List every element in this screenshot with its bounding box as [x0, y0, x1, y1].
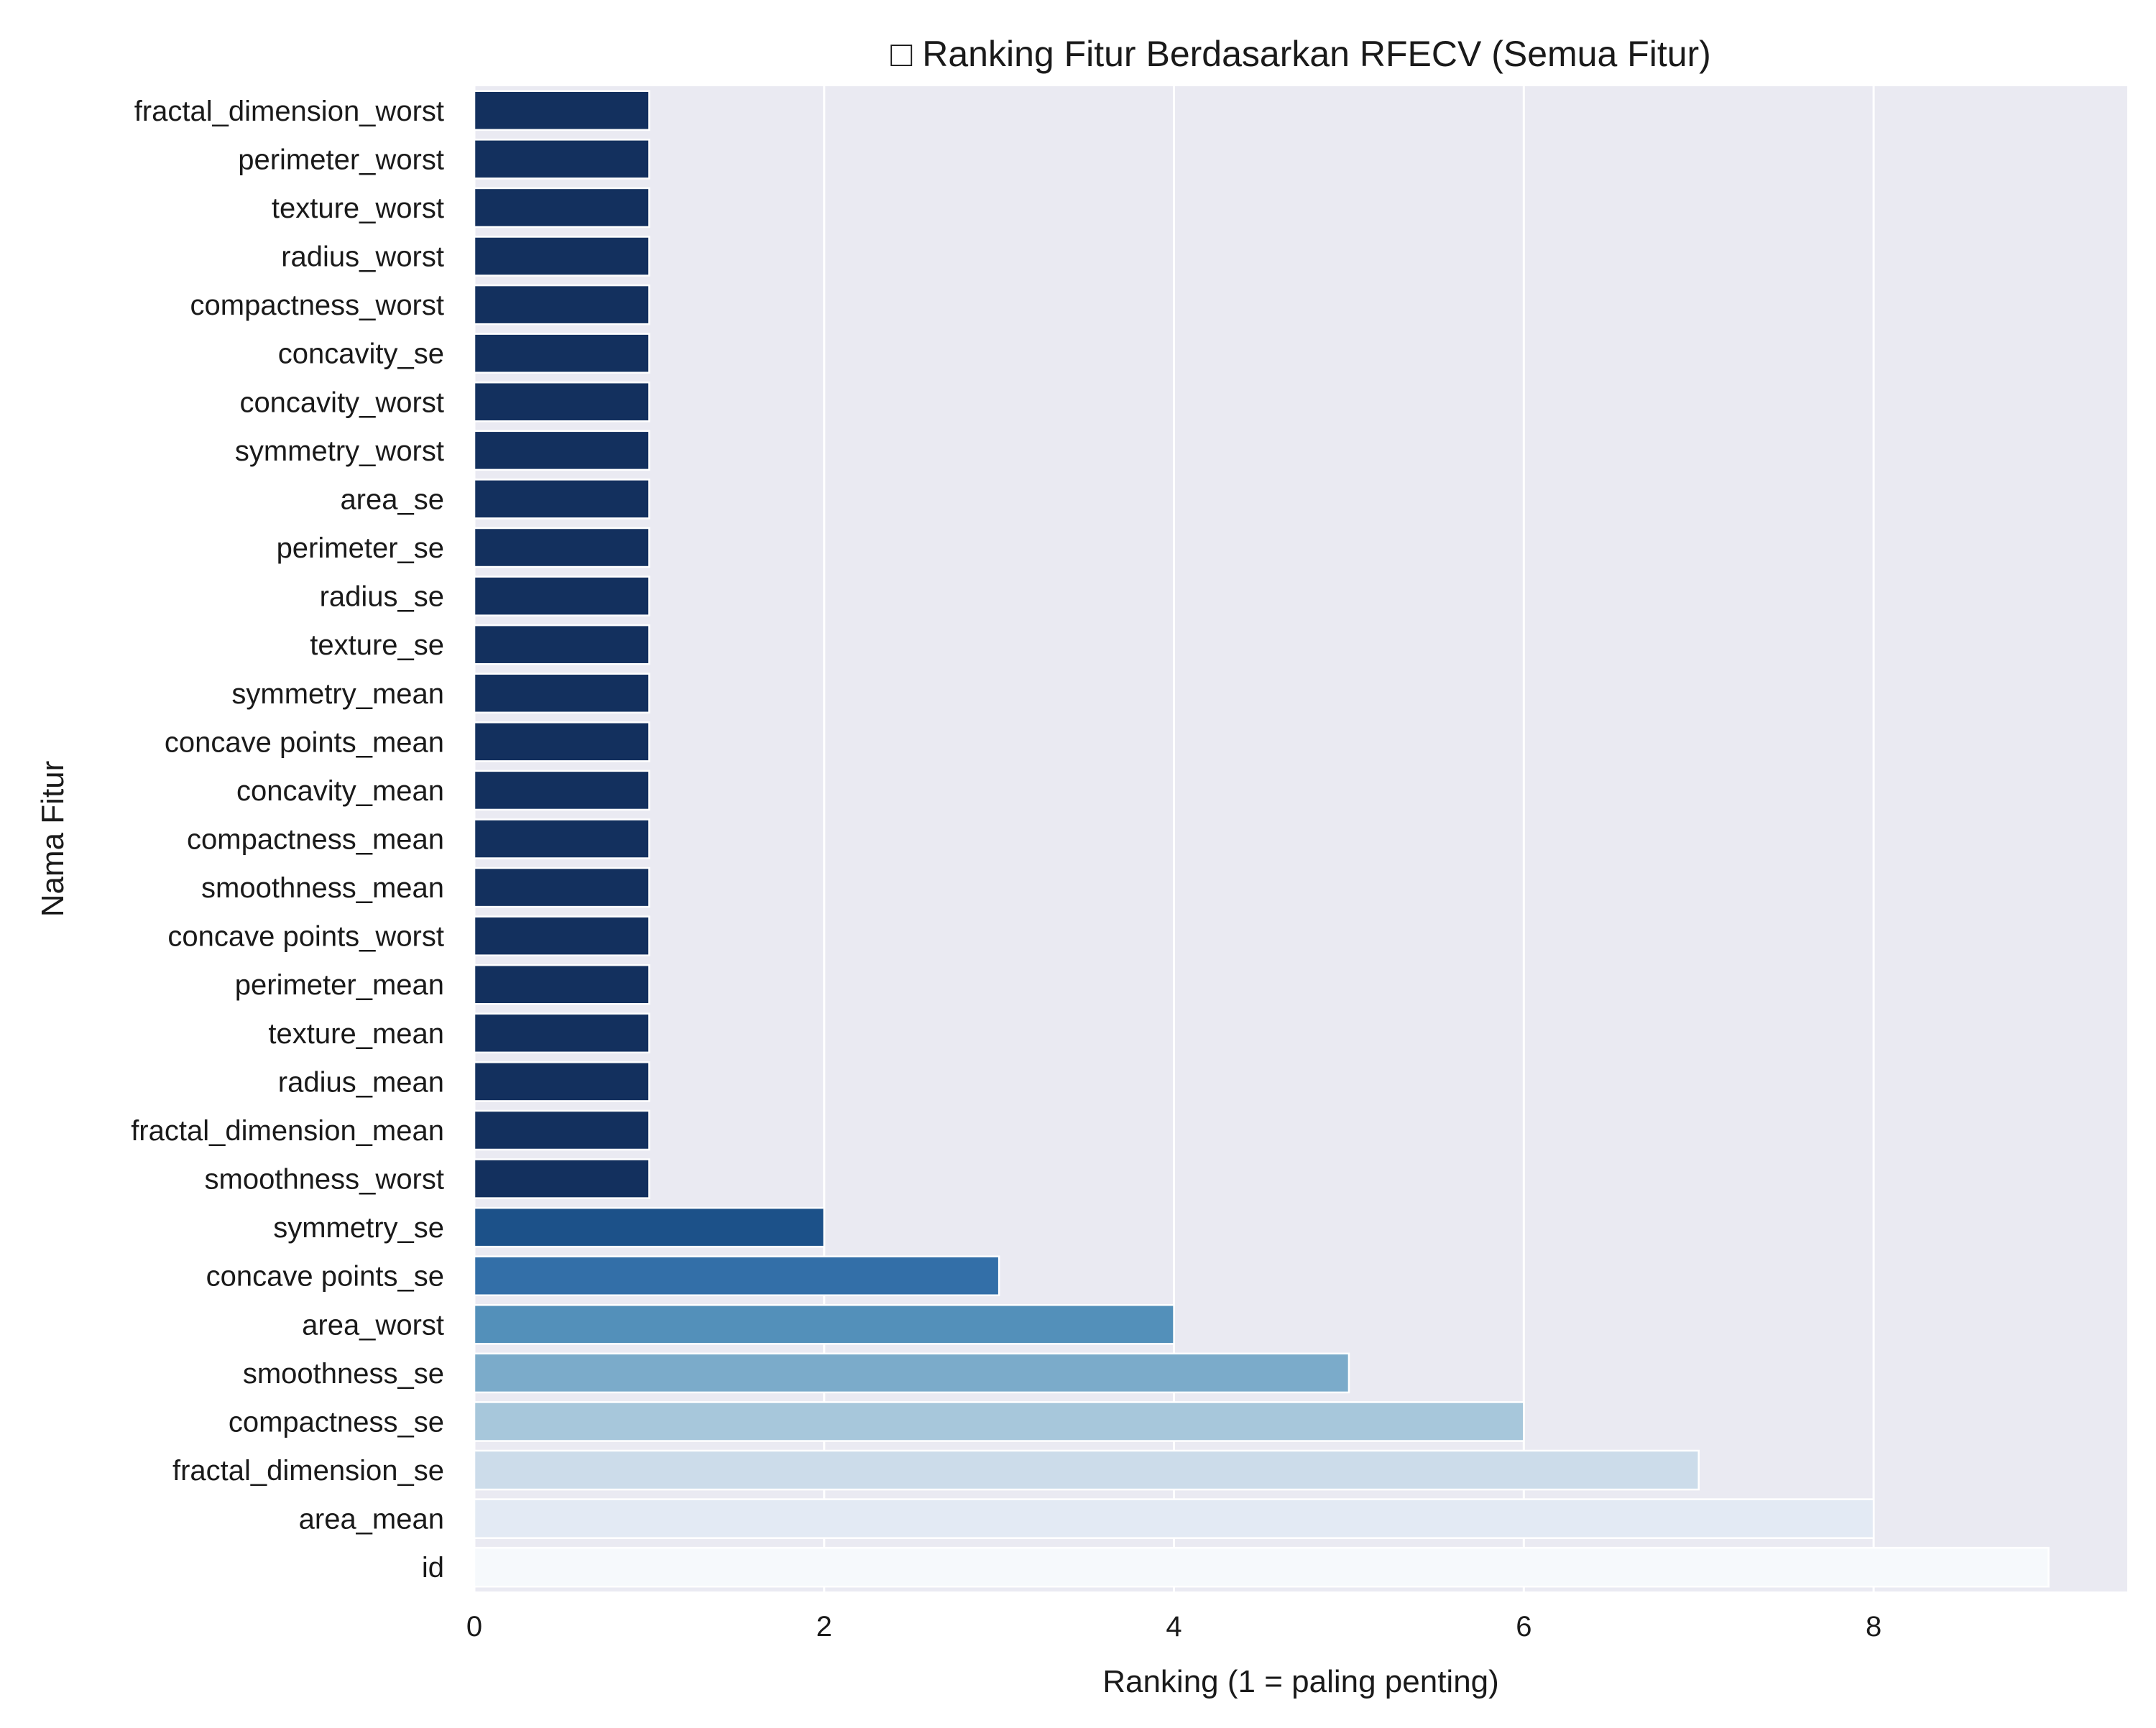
category-label: area_mean — [299, 1504, 444, 1535]
bar-compactness_worst — [473, 284, 650, 325]
bar-fractal_dimension_mean — [473, 1109, 650, 1151]
bar-concavity_worst — [473, 381, 650, 422]
category-label: perimeter_worst — [238, 144, 444, 175]
bar-area_mean — [473, 1498, 1875, 1539]
bar-perimeter_mean — [473, 964, 650, 1005]
category-label: radius_worst — [281, 241, 444, 273]
bar-smoothness_se — [473, 1352, 1350, 1394]
bar-area_worst — [473, 1304, 1175, 1345]
bar-compactness_se — [473, 1401, 1525, 1442]
bar-radius_se — [473, 576, 650, 616]
bar-symmetry_mean — [473, 673, 650, 714]
bar-radius_mean — [473, 1061, 650, 1102]
category-label: smoothness_se — [243, 1358, 444, 1390]
bar-radius_worst — [473, 236, 650, 277]
category-label: area_worst — [302, 1309, 444, 1341]
category-label: concavity_se — [278, 338, 444, 370]
bar-fractal_dimension_worst — [473, 90, 650, 131]
y-axis-label: Nama Fitur — [35, 761, 70, 918]
category-label: texture_worst — [272, 193, 444, 224]
bar-perimeter_worst — [473, 139, 650, 180]
bar-compactness_mean — [473, 818, 650, 859]
category-label: compactness_se — [229, 1406, 444, 1438]
bar-texture_mean — [473, 1012, 650, 1054]
category-label: perimeter_se — [277, 532, 444, 564]
bar-concave-points_mean — [473, 721, 650, 762]
category-label: compactness_mean — [187, 824, 444, 856]
category-label: fractal_dimension_se — [172, 1455, 444, 1487]
category-label: perimeter_mean — [235, 969, 444, 1001]
x-tick-label: 4 — [1166, 1611, 1181, 1642]
bar-texture_worst — [473, 187, 650, 228]
bar-concavity_mean — [473, 770, 650, 811]
bar-concave-points_se — [473, 1255, 1000, 1297]
bar-concavity_se — [473, 333, 650, 374]
category-label: concave points_mean — [165, 726, 444, 758]
bar-symmetry_se — [473, 1206, 826, 1248]
x-axis-label: Ranking (1 = paling penting) — [1102, 1664, 1499, 1699]
category-label: fractal_dimension_mean — [131, 1115, 444, 1147]
chart-title: □ Ranking Fitur Berdasarkan RFECV (Semua… — [890, 34, 1711, 74]
category-label: radius_se — [320, 581, 444, 613]
category-labels: fractal_dimension_worst perimeter_worstte… — [131, 96, 444, 1584]
category-label: radius_mean — [278, 1066, 444, 1098]
category-label: texture_mean — [268, 1018, 444, 1050]
x-tick-label: 6 — [1516, 1611, 1531, 1642]
bar-smoothness_worst — [473, 1158, 650, 1199]
x-tick-label: 8 — [1866, 1611, 1881, 1642]
bar-fractal_dimension_se — [473, 1449, 1700, 1491]
category-label: smoothness_worst — [205, 1164, 444, 1196]
x-tick-labels: 0 2 4 6 8 — [466, 1611, 1881, 1642]
bar-id — [473, 1546, 2050, 1588]
bars — [473, 90, 2050, 1588]
bar-symmetry_worst — [473, 430, 650, 471]
bar-smoothness_mean — [473, 867, 650, 908]
category-label: concavity_mean — [236, 775, 444, 807]
category-label: symmetry_mean — [231, 678, 444, 710]
category-label: symmetry_se — [273, 1212, 444, 1244]
category-label: symmetry_worst — [235, 435, 444, 467]
category-label: compactness_worst — [190, 290, 444, 321]
bar-area_se — [473, 479, 650, 519]
category-label: concavity_worst — [239, 387, 444, 418]
x-tick-label: 2 — [816, 1611, 832, 1642]
category-label: fractal_dimension_worst — [134, 96, 444, 127]
category-label: smoothness_mean — [201, 872, 444, 904]
category-label: texture_se — [310, 629, 444, 661]
category-label: concave points_se — [206, 1261, 444, 1293]
category-label: id — [422, 1552, 444, 1584]
category-label: concave points_worst — [167, 921, 444, 953]
bar-perimeter_se — [473, 527, 650, 568]
bar-texture_se — [473, 624, 650, 665]
category-label: area_se — [340, 484, 444, 515]
x-tick-label: 0 — [466, 1611, 482, 1642]
bar-concave-points_worst — [473, 915, 650, 956]
